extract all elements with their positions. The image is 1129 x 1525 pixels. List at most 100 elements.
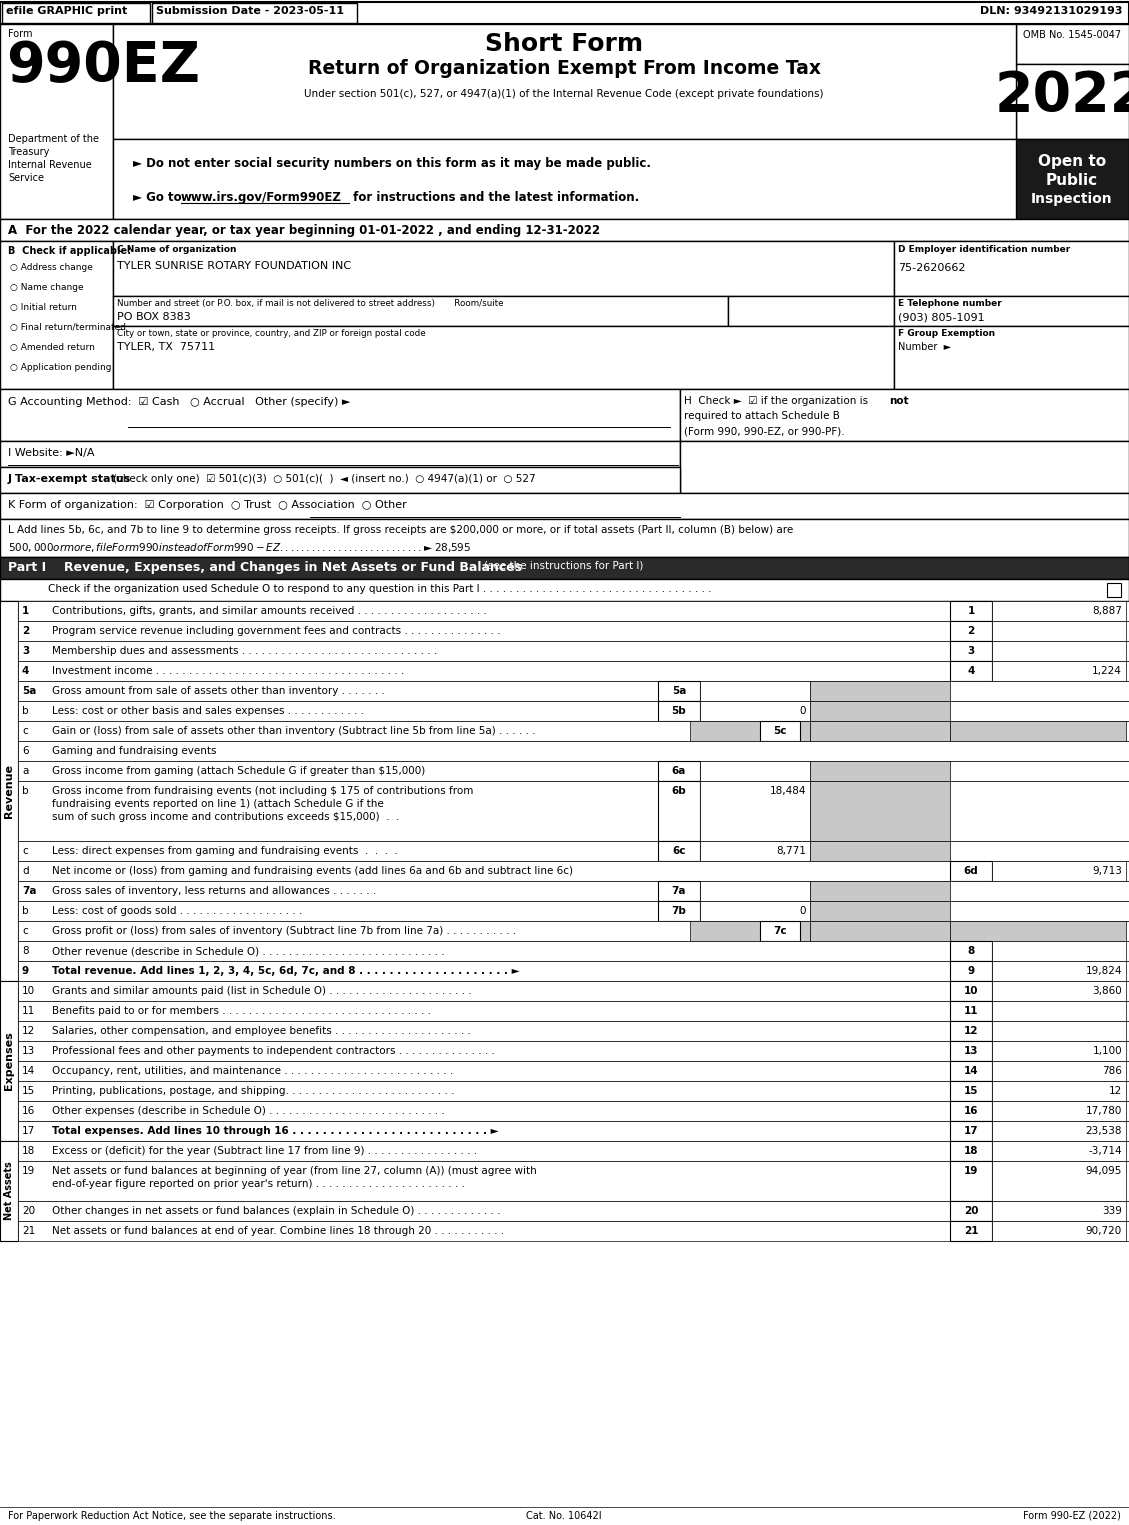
Text: Membership dues and assessments . . . . . . . . . . . . . . . . . . . . . . . . : Membership dues and assessments . . . . … xyxy=(52,647,437,656)
Text: 9: 9 xyxy=(968,965,974,976)
Bar xyxy=(0,24,113,220)
Text: Department of the: Department of the xyxy=(8,134,99,143)
Bar xyxy=(18,1042,1129,1061)
Text: 18: 18 xyxy=(964,1145,978,1156)
Bar xyxy=(992,1141,1126,1161)
Text: for instructions and the latest information.: for instructions and the latest informat… xyxy=(349,191,639,204)
Text: www.irs.gov/Form990EZ: www.irs.gov/Form990EZ xyxy=(181,191,342,204)
Bar xyxy=(894,296,1129,326)
Bar xyxy=(992,981,1126,1000)
Bar xyxy=(992,1042,1126,1061)
Text: Total expenses. Add lines 10 through 16 . . . . . . . . . . . . . . . . . . . . : Total expenses. Add lines 10 through 16 … xyxy=(52,1125,499,1136)
Bar xyxy=(949,1000,992,1022)
Text: b: b xyxy=(21,785,28,796)
Text: 3,860: 3,860 xyxy=(1092,987,1122,996)
Text: Gross sales of inventory, less returns and allowances . . . . . . .: Gross sales of inventory, less returns a… xyxy=(52,886,376,897)
Text: 15: 15 xyxy=(964,1086,978,1096)
Bar xyxy=(18,1121,1129,1141)
Text: 16: 16 xyxy=(21,1106,35,1116)
Text: 8: 8 xyxy=(21,946,28,956)
Bar xyxy=(809,761,949,781)
Text: Excess or (deficit) for the year (Subtract line 17 from line 9) . . . . . . . . : Excess or (deficit) for the year (Subtra… xyxy=(52,1145,478,1156)
Bar xyxy=(658,901,700,921)
Text: Revenue: Revenue xyxy=(5,764,14,817)
Bar xyxy=(949,961,992,981)
Text: $500,000 or more, file Form 990 instead of Form 990-EZ . . . . . . . . . . . . .: $500,000 or more, file Form 990 instead … xyxy=(8,541,471,554)
Text: Cat. No. 10642I: Cat. No. 10642I xyxy=(526,1511,602,1520)
Bar xyxy=(949,621,992,640)
Bar xyxy=(0,389,680,441)
Text: 5a: 5a xyxy=(672,686,686,695)
Text: 6d: 6d xyxy=(964,866,979,875)
Text: 10: 10 xyxy=(21,987,35,996)
Text: 12: 12 xyxy=(21,1026,35,1035)
Text: efile GRAPHIC print: efile GRAPHIC print xyxy=(6,6,128,15)
Text: 12: 12 xyxy=(1109,1086,1122,1096)
Bar xyxy=(949,1101,992,1121)
Text: OMB No. 1545-0047: OMB No. 1545-0047 xyxy=(1023,30,1121,40)
Text: -3,714: -3,714 xyxy=(1088,1145,1122,1156)
Text: 8: 8 xyxy=(968,946,974,956)
Text: c: c xyxy=(21,926,28,936)
Bar xyxy=(18,921,1129,941)
Bar xyxy=(0,2,1129,24)
Bar xyxy=(18,601,1129,621)
Bar xyxy=(894,326,1129,389)
Bar xyxy=(809,901,949,921)
Bar xyxy=(18,1000,1129,1022)
Text: Other changes in net assets or fund balances (explain in Schedule O) . . . . . .: Other changes in net assets or fund bala… xyxy=(52,1206,500,1215)
Text: Net Assets: Net Assets xyxy=(5,1162,14,1220)
Text: 5c: 5c xyxy=(773,726,787,737)
Text: Printing, publications, postage, and shipping. . . . . . . . . . . . . . . . . .: Printing, publications, postage, and shi… xyxy=(52,1086,455,1096)
Text: Professional fees and other payments to independent contractors . . . . . . . . : Professional fees and other payments to … xyxy=(52,1046,495,1055)
Text: 17,780: 17,780 xyxy=(1086,1106,1122,1116)
Bar xyxy=(949,721,1126,741)
Bar xyxy=(18,901,1129,921)
Bar xyxy=(992,601,1126,621)
Bar xyxy=(18,741,1129,761)
Bar xyxy=(809,702,949,721)
Text: 2022: 2022 xyxy=(995,69,1129,124)
Text: 5a: 5a xyxy=(21,686,36,695)
Text: (903) 805-1091: (903) 805-1091 xyxy=(898,313,984,322)
Bar xyxy=(1016,64,1129,139)
Text: 20: 20 xyxy=(21,1206,35,1215)
Bar xyxy=(0,493,1129,518)
Text: F Group Exemption: F Group Exemption xyxy=(898,329,995,339)
Text: c: c xyxy=(21,726,28,737)
Text: (check only one)  ☑ 501(c)(3)  ○ 501(c)(  )  ◄ (insert no.)  ○ 4947(a)(1) or  ○ : (check only one) ☑ 501(c)(3) ○ 501(c)( )… xyxy=(113,474,535,483)
Text: Less: cost or other basis and sales expenses . . . . . . . . . . . .: Less: cost or other basis and sales expe… xyxy=(52,706,364,717)
Text: ○ Initial return: ○ Initial return xyxy=(10,303,77,313)
Text: Public: Public xyxy=(1045,172,1099,188)
Bar xyxy=(18,840,1129,862)
Bar xyxy=(18,981,1129,1000)
Text: 13: 13 xyxy=(964,1046,978,1055)
Text: 0: 0 xyxy=(799,906,806,917)
Bar xyxy=(992,1202,1126,1222)
Bar xyxy=(949,1042,992,1061)
Text: L Add lines 5b, 6c, and 7b to line 9 to determine gross receipts. If gross recei: L Add lines 5b, 6c, and 7b to line 9 to … xyxy=(8,525,794,535)
Text: Gain or (loss) from sale of assets other than inventory (Subtract line 5b from l: Gain or (loss) from sale of assets other… xyxy=(52,726,535,737)
Text: (Form 990, 990-EZ, or 990-PF).: (Form 990, 990-EZ, or 990-PF). xyxy=(684,425,844,436)
Bar xyxy=(18,862,1129,881)
Text: Occupancy, rent, utilities, and maintenance . . . . . . . . . . . . . . . . . . : Occupancy, rent, utilities, and maintena… xyxy=(52,1066,453,1077)
Text: K Form of organization:  ☑ Corporation  ○ Trust  ○ Association  ○ Other: K Form of organization: ☑ Corporation ○ … xyxy=(8,500,406,509)
Text: DLN: 93492131029193: DLN: 93492131029193 xyxy=(980,6,1123,15)
Text: 14: 14 xyxy=(964,1066,979,1077)
Text: Form 990-EZ (2022): Form 990-EZ (2022) xyxy=(1023,1511,1121,1520)
Text: Salaries, other compensation, and employee benefits . . . . . . . . . . . . . . : Salaries, other compensation, and employ… xyxy=(52,1026,471,1035)
Text: 9: 9 xyxy=(21,965,29,976)
Bar xyxy=(992,640,1126,660)
Text: Gross profit or (loss) from sales of inventory (Subtract line 7b from line 7a) .: Gross profit or (loss) from sales of inv… xyxy=(52,926,516,936)
Text: 17: 17 xyxy=(21,1125,35,1136)
Text: Treasury: Treasury xyxy=(8,146,50,157)
Text: 14: 14 xyxy=(21,1066,35,1077)
Text: 2: 2 xyxy=(21,625,29,636)
Bar xyxy=(949,660,992,682)
Bar xyxy=(760,721,800,741)
Text: ► Do not enter social security numbers on this form as it may be made public.: ► Do not enter social security numbers o… xyxy=(133,157,651,169)
Bar xyxy=(113,296,728,326)
Bar xyxy=(690,921,809,941)
Text: 6b: 6b xyxy=(672,785,686,796)
Text: Number  ►: Number ► xyxy=(898,342,951,352)
